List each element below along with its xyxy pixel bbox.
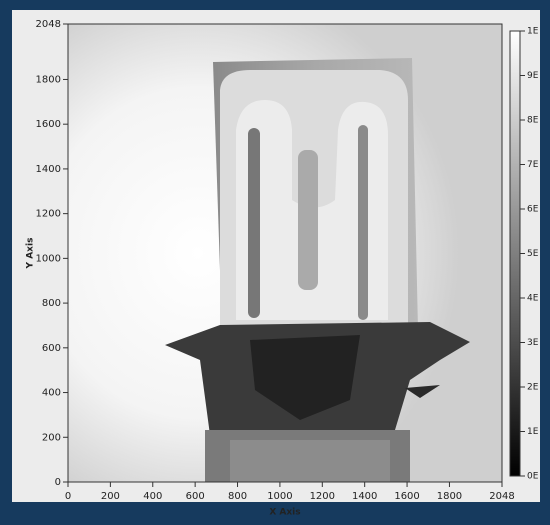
chart: X Axis Y Axis 0 200 400 600 800 1000 1200 1400 1… [0,0,550,525]
colorbar-tick-label: 6E [527,205,539,215]
colorbar-tick-label: 2E [527,383,539,393]
x-tick-label: 600 [186,491,205,502]
x-tick-label: 2048 [489,491,514,502]
colorbar-tick-label: 1E [527,27,539,37]
image [68,24,502,482]
colorbar [510,31,520,476]
y-tick-label: 0 [55,477,61,488]
x-tick-label: 800 [228,491,247,502]
y-tick-label: 200 [42,432,61,443]
colorbar-tick-label: 8E [527,116,539,126]
y-tick-label: 1600 [36,119,61,130]
x-axis-label: X Axis [269,508,300,518]
colorbar-tick-label: 3E [527,338,539,348]
x-tick-label: 400 [143,491,162,502]
x-tick-label: 1000 [267,491,292,502]
y-tick-label: 600 [42,343,61,354]
colorbar-tick-label: 5E [527,249,539,259]
colorbar-tick-label: 0E [527,472,539,482]
x-tick-label: 1200 [310,491,335,502]
colorbar-tick-label: 9E [527,71,539,81]
colorbar-tick-label: 7E [527,160,539,170]
y-tick-label: 1800 [36,74,61,85]
x-tick-label: 0 [65,491,71,502]
y-tick-label: 1400 [36,164,61,175]
x-tick-label: 1600 [394,491,419,502]
y-tick-label: 400 [42,388,61,399]
y-tick-label: 800 [42,298,61,309]
x-tick-label: 1400 [352,491,377,502]
x-tick-label: 1800 [437,491,462,502]
y-tick-label: 2048 [36,19,61,30]
y-axis-label: Y Axis [26,238,36,270]
colorbar-tick-label: 1E [527,427,539,437]
x-tick-label: 200 [101,491,120,502]
y-tick-label: 1000 [36,253,61,264]
y-tick-label: 1200 [36,209,61,220]
colorbar-tick-label: 4E [527,294,539,304]
